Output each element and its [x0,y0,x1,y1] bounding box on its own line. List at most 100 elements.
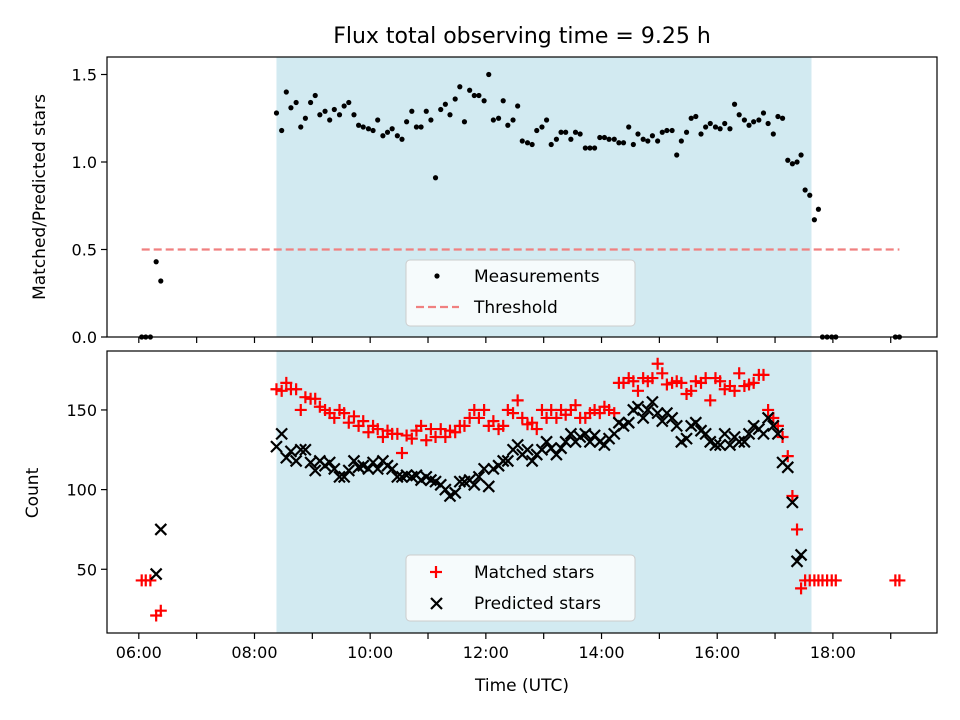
measurement-point [505,122,511,128]
predicted-star-point [439,483,452,496]
matched-star-point [660,378,673,391]
matched-star-point [478,403,491,416]
measurement-point [404,119,410,125]
measurement-point [779,115,786,121]
predicted-star-point [554,441,568,455]
matched-star-point [439,431,452,444]
predicted-star-point [154,523,168,536]
predicted-star-point [709,438,722,452]
matched-star-point [275,384,288,397]
measurement-point [384,129,391,135]
measurement-point [794,159,800,165]
measurement-point [717,126,723,132]
x-tick-label: 10:00 [347,643,393,662]
predicted-star-point [767,419,780,433]
x-tick-label: 16:00 [694,643,740,662]
measurement-point [327,117,333,123]
matched-star-point [646,372,659,385]
count-marks [135,357,906,622]
predicted-star-point [794,548,808,562]
x-axis-label: Time (UTC) [474,676,569,696]
predicted-star-point [550,448,563,461]
predicted-star-point [328,462,341,476]
matched-star-point [685,384,698,397]
count-y-axis-label: Count [23,467,43,518]
predicted-star-point [655,414,669,428]
y-tick-label: 50 [77,560,97,579]
y-tick-label: 100 [66,481,97,500]
measurement-point [606,136,612,142]
measurement-point [471,92,477,99]
measurement-point [307,99,314,106]
y-tick-label: 0.0 [72,328,97,347]
predicted-star-point [781,461,795,474]
predicted-star-point [631,400,645,414]
matched-star-point [795,582,808,595]
measurements-series [139,71,903,340]
predicted-star-point [622,416,635,429]
legend-matched-marker [430,566,442,578]
legend-predicted-marker [430,597,443,610]
predicted-star-point [347,454,361,468]
legend-measurements-marker [434,273,440,279]
predicted-star-point [323,456,336,469]
measurement-point [770,131,776,137]
ratio-legend: Measurements Threshold [405,259,636,327]
matched-stars-series [135,357,906,622]
measurement-point [351,112,357,118]
matched-star-point [704,394,717,407]
x-tick-label: 08:00 [231,643,277,662]
measurement-point [707,120,713,127]
predicted-star-point [786,496,799,509]
measurement-point [626,124,632,130]
x-tick-label: 06:00 [116,643,162,662]
measurement-point [495,115,502,121]
count-legend: Matched stars Predicted stars [405,554,636,622]
measurement-point [302,115,308,121]
measurement-point [811,217,817,223]
measurement-point [336,112,343,118]
measurement-point [486,71,492,78]
predicted-star-point [308,464,322,477]
matched-star-point [443,424,456,437]
measurement-point [543,117,550,123]
ratio-axes-frame [106,56,938,338]
measurement-point [447,112,453,118]
measurement-point [539,124,545,130]
measurement-point [298,124,304,130]
measurement-point [418,124,424,130]
predicted-star-point [501,454,515,468]
matched-star-point [328,411,341,424]
count-axes-frame [106,350,938,634]
legend-predicted-label: Predicted stars [474,594,601,614]
matched-star-point [376,431,389,444]
predicted-star-point [636,411,650,425]
measurement-point [389,126,395,132]
measurement-point [645,138,651,144]
measurement-point [703,124,709,130]
measurement-point [534,127,540,134]
matched-star-point [434,423,447,436]
measurement-point [807,192,813,198]
predicted-star-point [342,464,356,477]
predicted-star-point [670,419,683,433]
matched-star-point [689,375,702,388]
matched-star-point [627,375,640,388]
measurement-point [756,117,762,123]
matched-star-point [357,415,370,428]
measurement-point [409,108,415,114]
measurement-point [380,133,386,139]
predicted-star-point [699,427,712,441]
measurement-point [587,145,593,151]
matched-star-point [791,523,804,536]
measurement-point [693,113,699,120]
legend-threshold-label: Threshold [473,298,558,318]
measurement-point [664,127,670,134]
count-panel: 50 100 150 06:00 08:00 10:00 12:00 14:00 16:00 18… [23,350,938,696]
predicted-star-point [689,416,703,429]
measurement-point [510,117,516,123]
measurement-point [712,124,719,130]
measurement-point [548,141,554,148]
measurement-point [346,99,352,106]
